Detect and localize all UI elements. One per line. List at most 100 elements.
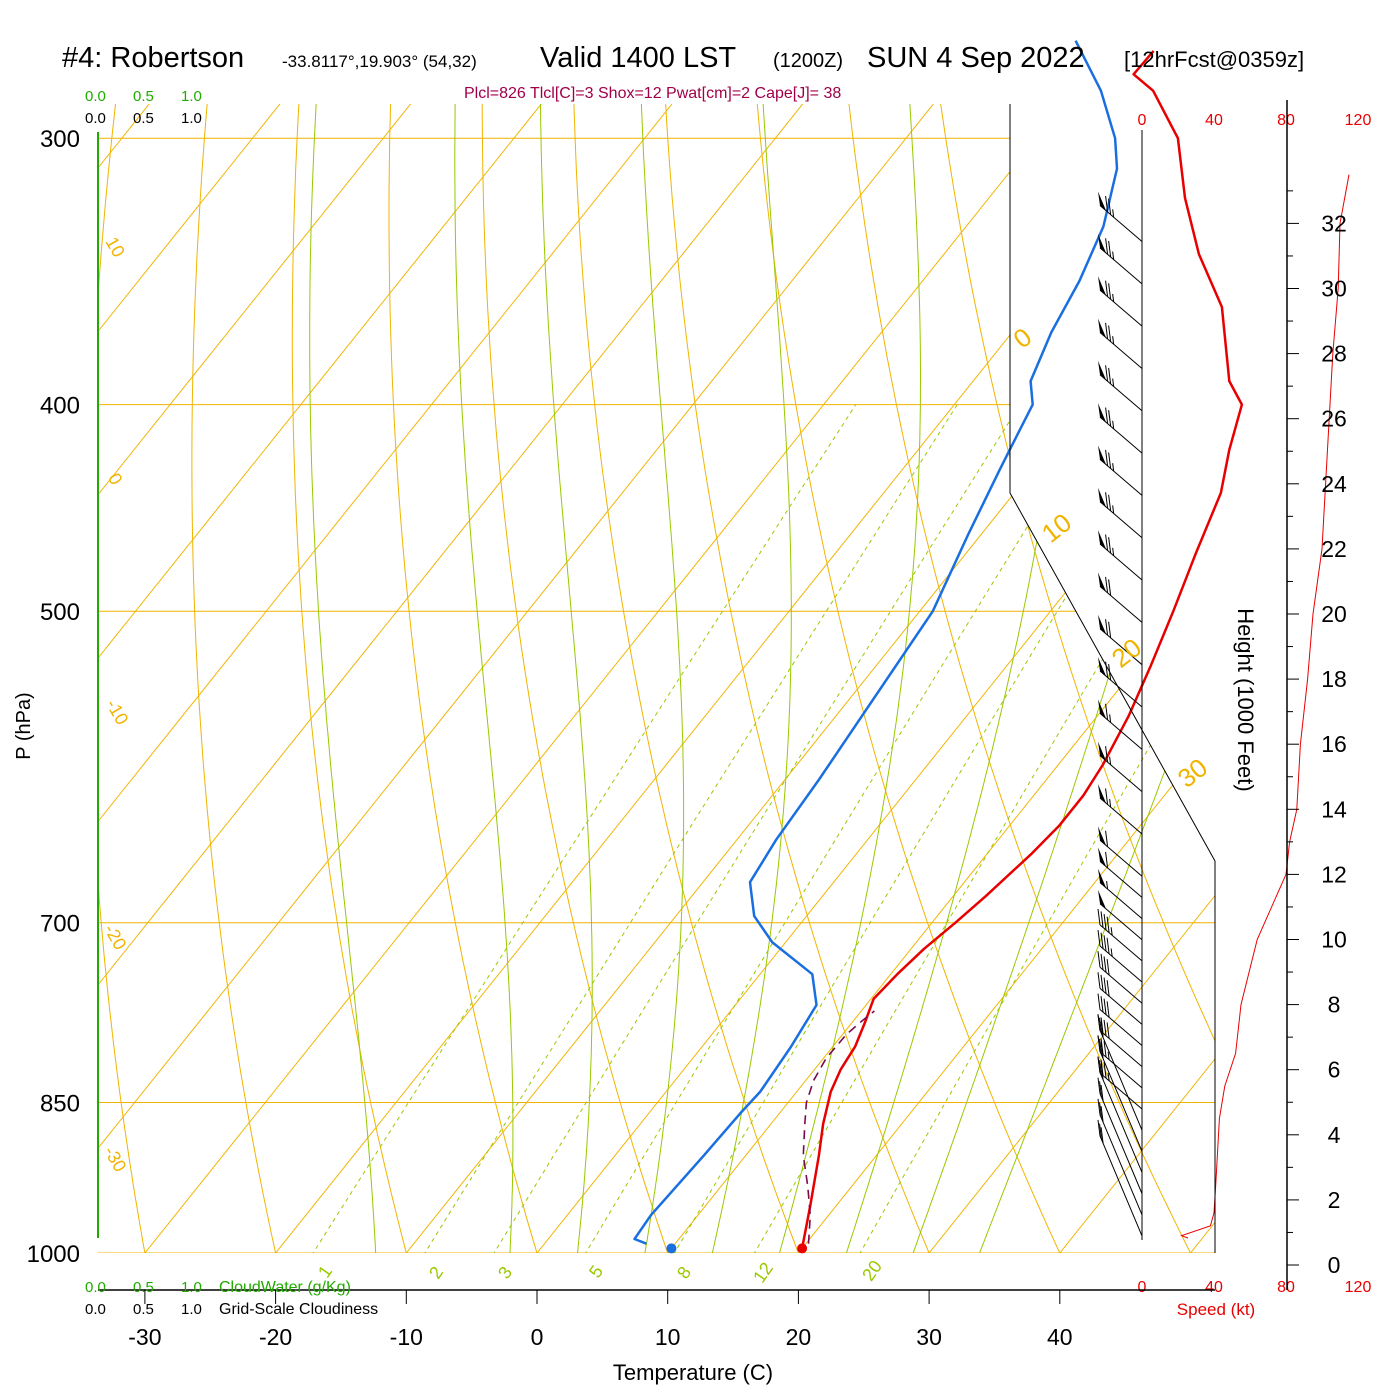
wind-barb-pennant <box>1098 847 1107 867</box>
height-tick-label: 30 <box>1321 276 1347 302</box>
wind-barb-pennant <box>1098 572 1107 592</box>
dry-adiabat-line <box>1355 0 1400 1253</box>
isotherm-line <box>667 104 1215 1253</box>
height-tick-label: 8 <box>1328 992 1341 1018</box>
wind-barb <box>1098 889 1143 941</box>
wind-barb-flag <box>1105 449 1109 466</box>
dry-adiabat-line <box>481 104 669 1253</box>
isotherm-line <box>98 104 281 1253</box>
moist-adiabat-line <box>964 104 1215 1253</box>
wind-barb-pennant <box>1098 191 1107 211</box>
wind-barb <box>1097 929 1143 983</box>
moist-adiabat-line <box>309 104 378 1253</box>
wind-barb-flag <box>1097 1035 1101 1052</box>
top-cloudiness-tick-0: 0.0 <box>85 110 106 127</box>
wind-barb-flag <box>1100 1084 1104 1102</box>
wind-barb-half-flag <box>1112 336 1115 345</box>
height-tick-label: 2 <box>1328 1187 1341 1213</box>
wind-barb-flag <box>1103 1019 1107 1036</box>
wind-barb-flag <box>1105 534 1109 551</box>
wind-barb-flag <box>1103 956 1107 973</box>
wind-barb-flag <box>1105 830 1109 847</box>
wind-barb-flag <box>1108 537 1112 554</box>
isotherm-line <box>928 104 1215 1253</box>
height-tick-label: 18 <box>1321 666 1347 692</box>
speed-tick-label-top: 80 <box>1277 112 1295 129</box>
wind-barb-staff <box>1099 1135 1143 1237</box>
wind-barb-flag <box>1105 851 1109 868</box>
wind-barb-half-flag <box>1109 756 1112 765</box>
speed-tick-label-bottom: 40 <box>1205 1279 1223 1296</box>
wind-barb-pennant <box>1098 360 1107 381</box>
wind-barb-half-flag <box>1112 547 1115 556</box>
speed-tick-label-bottom: 120 <box>1345 1279 1372 1296</box>
wind-barb-flag <box>1108 579 1112 596</box>
wind-barb-flag <box>1105 661 1109 678</box>
plot-right-boundary <box>1009 104 1216 1253</box>
dry-adiabat-line <box>659 104 930 1253</box>
wind-barb-staff <box>1099 543 1143 581</box>
wind-barb <box>1097 1056 1143 1110</box>
mixing-ratio-line <box>839 404 1215 1253</box>
wind-barb <box>1097 951 1143 1004</box>
bottom-cloudwater-tick-0: 0.0 <box>85 1279 106 1296</box>
wind-barb-staff <box>1099 861 1143 898</box>
wind-barb-staff <box>1099 987 1143 1025</box>
height-tick-label: 0 <box>1328 1252 1341 1278</box>
station-title: #4: Robertson <box>62 42 244 74</box>
forecast-date: SUN 4 Sep 2022 <box>867 42 1085 74</box>
dry-adiabat-line <box>571 104 799 1253</box>
isotherm-line <box>1190 104 1215 1253</box>
speed-tick-label-top: 120 <box>1345 112 1372 129</box>
speed-tick-label-bottom: 0 <box>1138 1279 1147 1296</box>
wind-barb-flag <box>1100 996 1104 1013</box>
isotherm-line <box>1059 104 1215 1253</box>
wind-barb-staff <box>1099 1051 1143 1089</box>
dry-adiabat-line <box>191 104 277 1253</box>
wind-barb <box>1097 1119 1143 1237</box>
temperature-tick-label: -30 <box>128 1324 161 1350</box>
height-tick-label: 28 <box>1321 341 1347 367</box>
wind-barb <box>1098 276 1143 327</box>
wind-barb-flag <box>1108 283 1112 300</box>
wind-barb-half-flag <box>1112 505 1115 514</box>
height-tick-label: 16 <box>1321 731 1347 757</box>
wind-barb-flag <box>1108 240 1112 258</box>
wind-barb <box>1097 972 1143 1025</box>
isotherm-line <box>98 104 150 1253</box>
wind-barb-flag <box>1097 1119 1101 1137</box>
isotherm-line <box>0 104 19 1253</box>
mixing-ratio-line <box>652 404 1184 1253</box>
temperature-tick-label: 20 <box>786 1324 812 1350</box>
wind-speed-profile-line <box>1180 174 1350 1239</box>
moist-adiabat-line <box>539 104 593 1253</box>
isotherm-line <box>536 104 1215 1253</box>
height-axis-title: Height (1000 Feet) <box>1233 608 1258 791</box>
wind-barb-staff <box>1099 882 1143 919</box>
wind-barb-half-flag <box>1107 1072 1110 1081</box>
bottom-cloudwater-tick-2: 1.0 <box>181 1279 202 1296</box>
surface-dewpoint-dot <box>666 1243 677 1254</box>
wind-barb-staff <box>1099 501 1143 539</box>
wind-barb-staff <box>1099 289 1143 327</box>
wind-barb-flag <box>1097 972 1101 989</box>
height-tick-label: 10 <box>1321 927 1347 953</box>
wind-barb-pennant <box>1098 889 1107 909</box>
wind-barb-flag <box>1106 980 1110 997</box>
height-tick-label: 20 <box>1321 601 1347 627</box>
wind-barb-flag <box>1105 788 1109 805</box>
isotherm-label: 10 <box>1036 507 1077 548</box>
stability-indices: Plcl=826 Tlcl[C]=3 Shox=12 Pwat[cm]=2 Ca… <box>464 85 841 102</box>
isotherm-line <box>405 104 1215 1253</box>
wind-barb-staff <box>1099 332 1143 369</box>
wind-barb-flag <box>1105 238 1109 255</box>
bottom-cloudwater-tick-1: 0.5 <box>133 1279 154 1296</box>
top-cloudiness-tick-2: 1.0 <box>181 110 202 127</box>
temperature-tick-label: 30 <box>916 1324 942 1350</box>
moist-adiabat-line <box>454 104 514 1253</box>
isotherm-label: 0 <box>104 470 126 489</box>
speed-tick-label-bottom: 80 <box>1277 1279 1295 1296</box>
wind-barb-half-flag <box>1112 420 1115 429</box>
wind-barb-pennant <box>1098 868 1107 888</box>
wind-barb-half-flag <box>1106 881 1109 890</box>
